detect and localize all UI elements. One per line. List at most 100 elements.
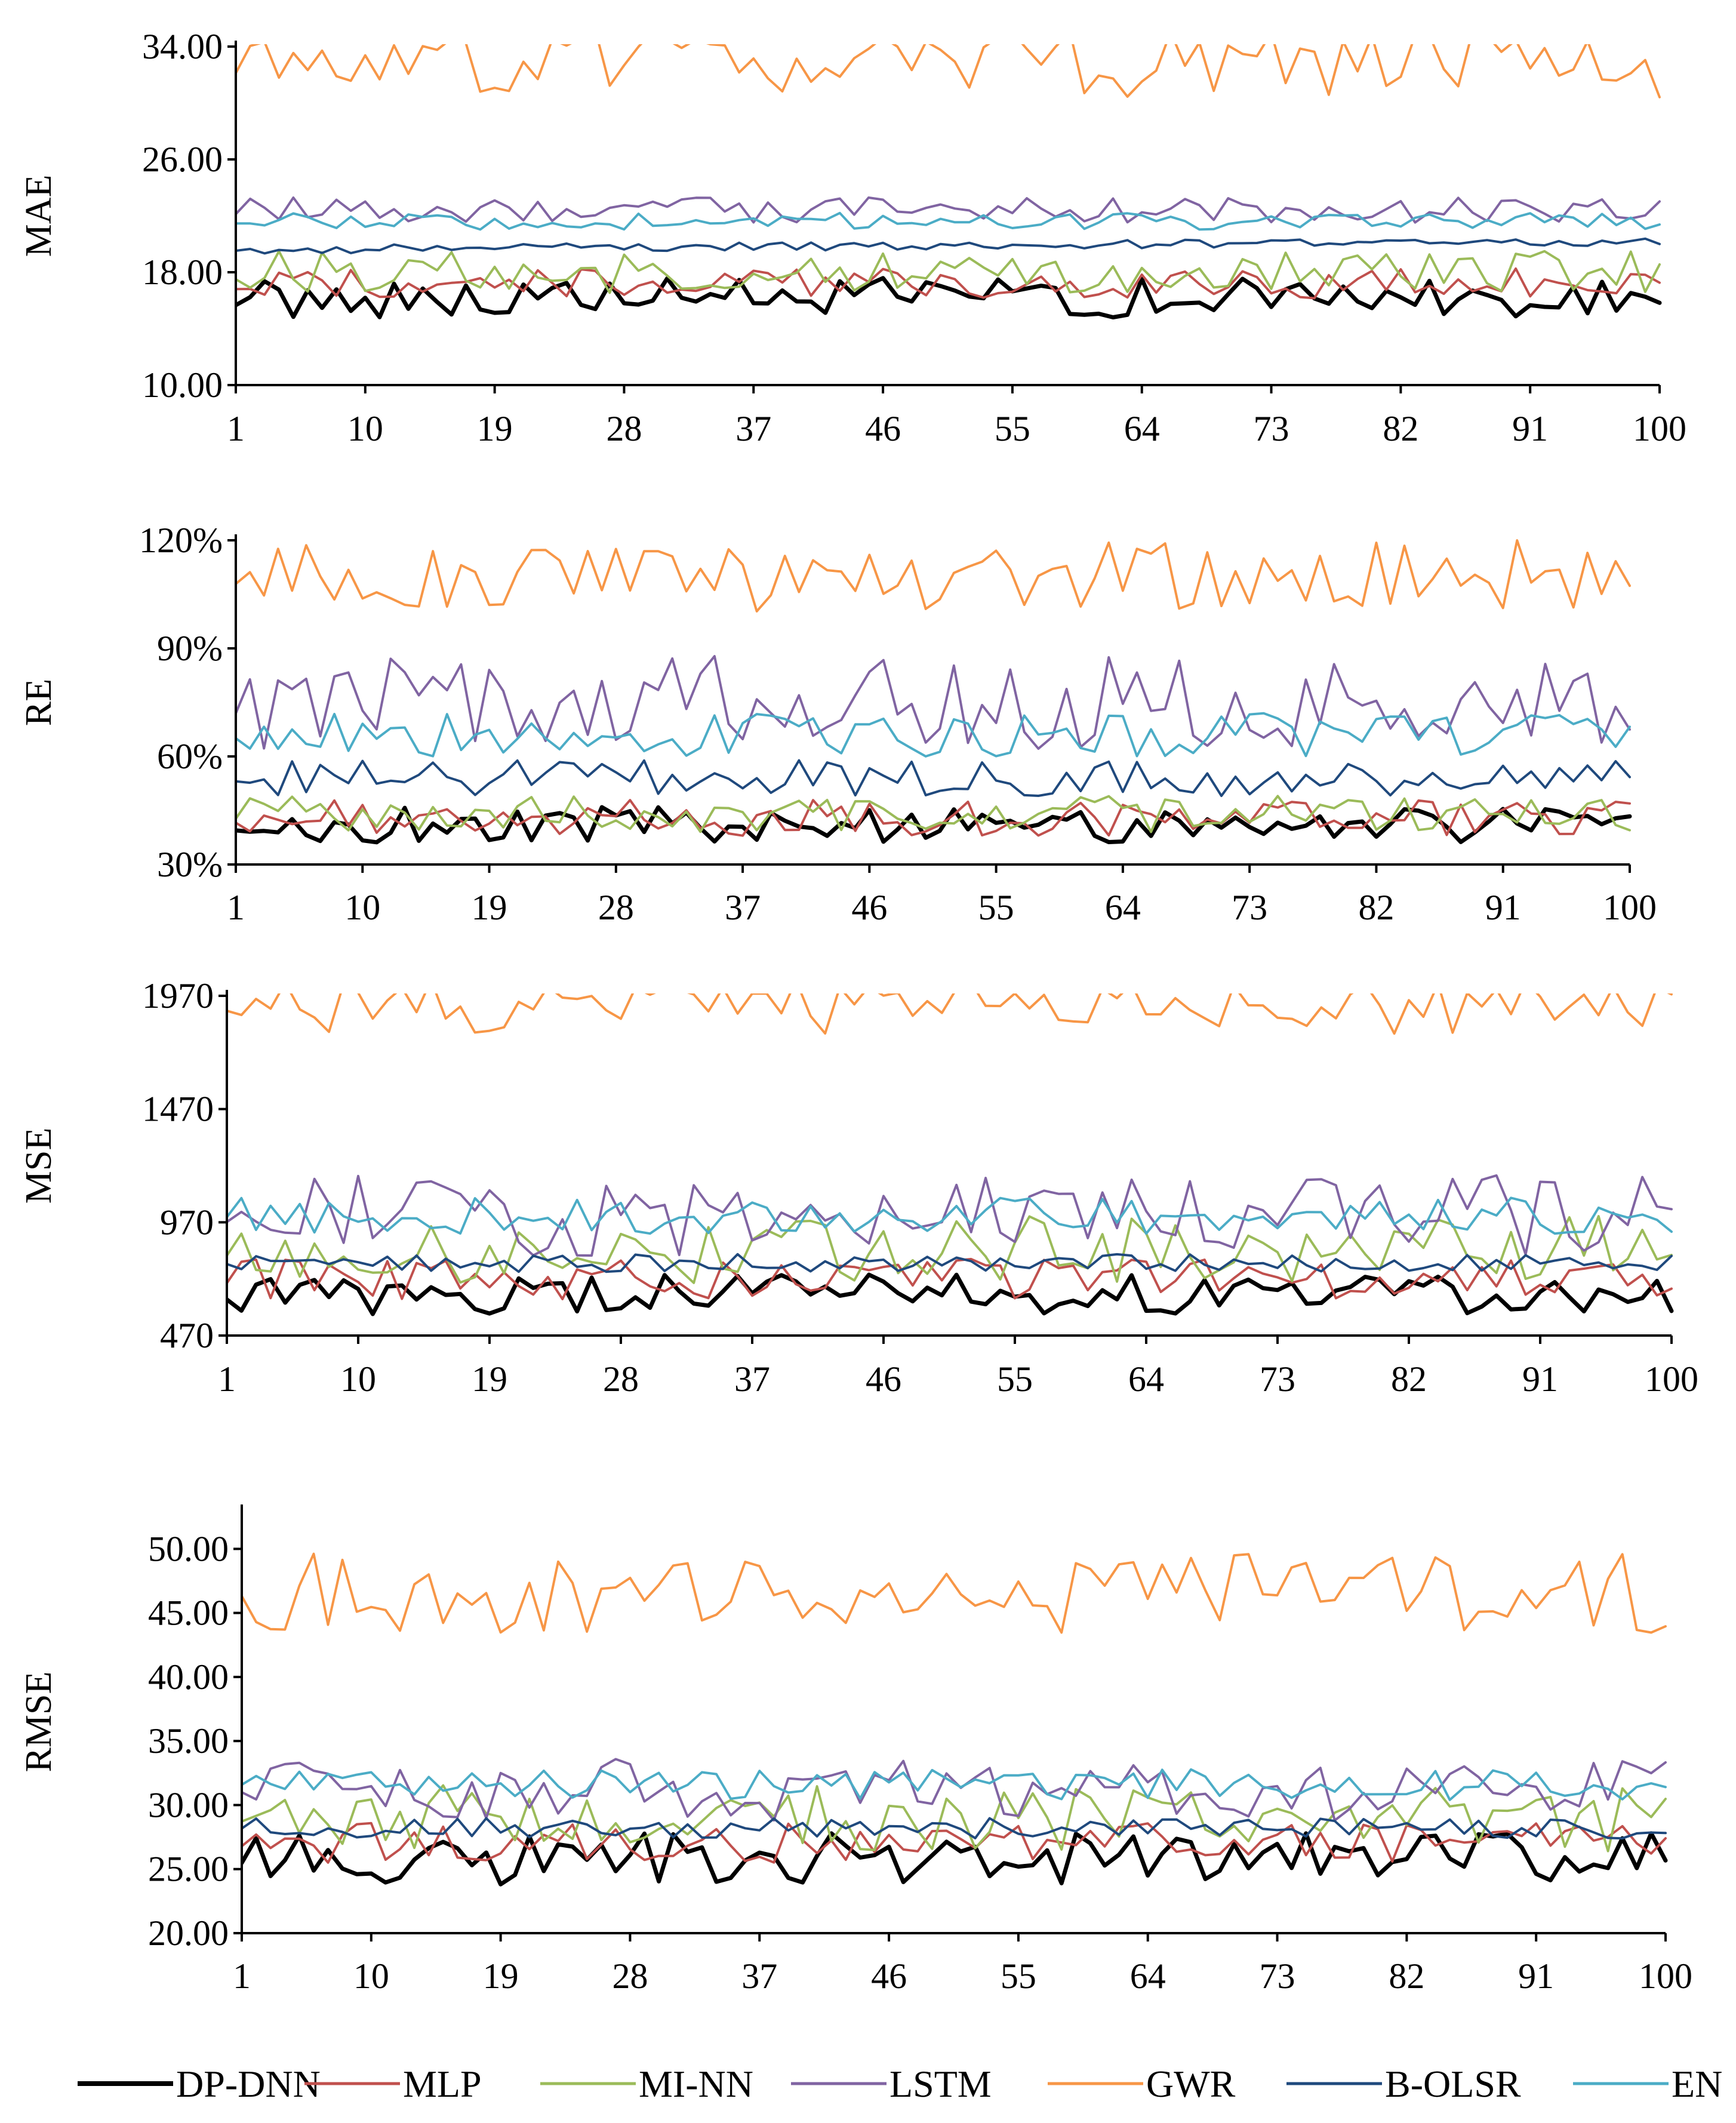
x-tick-label: 10 (353, 1956, 389, 1996)
series-line-gwr (227, 993, 1673, 1035)
x-tick-label: 10 (344, 888, 380, 927)
x-tick-label: 100 (1603, 888, 1657, 927)
panel-rmse: 20.00 25.00 30.00 35.00 40.00 45.00 50.00 1 10 19… (19, 1504, 1692, 1996)
series-line-gwr (236, 539, 1631, 613)
series-group (227, 993, 1674, 1316)
x-tick-label: 46 (851, 888, 887, 927)
x-tick-label: 28 (598, 888, 634, 927)
x-tick-label: 55 (978, 888, 1014, 927)
series-line-dp-dnn (227, 1272, 1674, 1316)
y-tick-label: 970 (160, 1202, 214, 1242)
series-line-mi-nn (227, 1215, 1673, 1284)
x-tick-label: 82 (1358, 888, 1394, 927)
x-tick-label: 1 (227, 409, 245, 448)
series-line-en (236, 712, 1631, 758)
series-line-lstm (227, 1174, 1673, 1257)
series-line-mi-nn (236, 250, 1661, 294)
y-tick-label: 25.00 (148, 1850, 229, 1889)
series-line-mi-nn (236, 795, 1631, 833)
series-group (242, 1552, 1668, 1887)
series-line-b-olsr (236, 237, 1661, 255)
panel-re: 30% 60% 90% 120% 1 10 19 28 37 46 55 64 73 82 91 100 RE (19, 521, 1657, 927)
series-line-mlp (227, 1257, 1673, 1300)
y-tick-label: 1470 (142, 1090, 214, 1129)
legend-item-lstm: LSTM (791, 2063, 992, 2105)
y-tick-label: 30% (157, 845, 223, 884)
y-tick-label: 470 (160, 1316, 214, 1355)
y-tick-label: 60% (157, 737, 223, 776)
y-axis-title: RMSE (19, 1672, 59, 1773)
x-tick-label: 100 (1633, 409, 1686, 448)
y-tick-label: 30.00 (148, 1785, 229, 1824)
y-tick-label: 20.00 (148, 1913, 229, 1953)
y-tick-label: 10.00 (142, 365, 223, 405)
y-tick-label: 45.00 (148, 1593, 229, 1633)
y-axis-title: RE (19, 679, 59, 726)
x-tick-label: 1 (227, 888, 245, 927)
series-line-mlp (242, 1822, 1667, 1864)
x-tick-label: 46 (865, 409, 901, 448)
y-tick-label: 120% (139, 521, 223, 560)
series-line-mlp (236, 799, 1631, 837)
y-tick-label: 40.00 (148, 1657, 229, 1697)
series-group (236, 44, 1662, 319)
y-tick-label: 26.00 (142, 140, 223, 179)
legend-label: MI-NN (639, 2063, 753, 2105)
x-tick-label: 1 (233, 1956, 251, 1996)
x-tick-label: 19 (477, 409, 513, 448)
x-tick-label: 64 (1124, 409, 1160, 448)
x-tick-label: 73 (1254, 409, 1289, 448)
x-tick-label: 55 (997, 1359, 1033, 1399)
y-tick-label: 35.00 (148, 1721, 229, 1761)
panel-mse: 470 970 1470 1970 1 10 19 28 37 46 55 64 73 82 91 100 MS… (19, 976, 1698, 1399)
legend-label: GWR (1146, 2063, 1236, 2105)
x-tick-label: 55 (995, 409, 1030, 448)
series-line-mlp (236, 267, 1661, 300)
legend-item-en: EN (1573, 2063, 1722, 2105)
series-group (236, 539, 1632, 845)
x-tick-label: 55 (1001, 1956, 1036, 1996)
series-line-b-olsr (242, 1817, 1667, 1840)
x-tick-label: 28 (606, 409, 642, 448)
x-tick-label: 73 (1260, 1359, 1295, 1399)
x-tick-label: 91 (1522, 1359, 1558, 1399)
series-line-b-olsr (236, 759, 1631, 798)
x-tick-label: 28 (603, 1359, 639, 1399)
x-tick-label: 91 (1512, 409, 1548, 448)
x-tick-label: 73 (1232, 888, 1267, 927)
panel-mae: 10.00 18.00 26.00 34.00 1 10 19 28 37 46 55 64 73 82 9… (19, 27, 1686, 448)
y-axis-title: MSE (19, 1128, 59, 1204)
x-tick-label: 1 (218, 1359, 236, 1399)
legend-label: MLP (403, 2063, 482, 2105)
x-tick-label: 91 (1485, 888, 1521, 927)
x-tick-label: 37 (741, 1956, 777, 1996)
y-tick-label: 1970 (142, 976, 214, 1016)
x-tick-label: 37 (734, 1359, 770, 1399)
legend-item-mi-nn: MI-NN (540, 2063, 753, 2105)
series-line-en (227, 1196, 1673, 1235)
series-line-dp-dnn (236, 276, 1662, 319)
x-tick-label: 19 (472, 888, 507, 927)
legend-item-gwr: GWR (1048, 2063, 1236, 2105)
x-tick-label: 91 (1518, 1956, 1554, 1996)
y-axis-title: MAE (19, 175, 59, 257)
legend-item-mlp: MLP (304, 2063, 482, 2105)
x-tick-label: 37 (725, 888, 761, 927)
series-line-lstm (242, 1758, 1667, 1822)
series-line-gwr (236, 44, 1661, 99)
x-tick-label: 19 (483, 1956, 519, 1996)
series-line-en (236, 211, 1661, 231)
x-tick-label: 64 (1128, 1359, 1164, 1399)
x-tick-label: 10 (347, 409, 383, 448)
legend-label: LSTM (889, 2063, 992, 2105)
legend-item-b-olsr: B-OLSR (1286, 2063, 1521, 2105)
legend-label: B-OLSR (1385, 2063, 1521, 2105)
series-line-gwr (242, 1552, 1667, 1634)
series-line-lstm (236, 196, 1661, 224)
y-tick-label: 34.00 (142, 27, 223, 66)
x-tick-label: 100 (1639, 1956, 1692, 1996)
x-tick-label: 73 (1260, 1956, 1295, 1996)
legend-label: EN (1672, 2063, 1722, 2105)
